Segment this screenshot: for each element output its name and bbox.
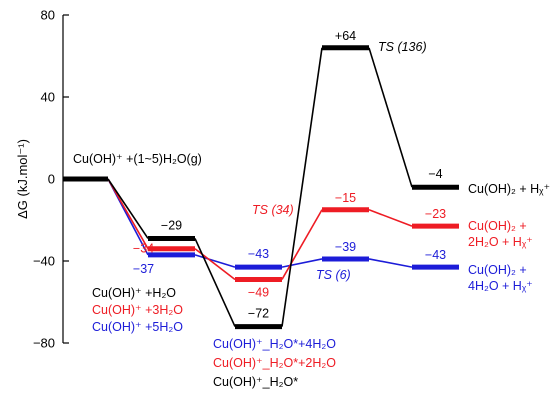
connector-lines	[107, 47, 413, 327]
blue-value-label: −43	[425, 248, 446, 262]
inter1-black-label: Cu(OH)⁺ +H₂O	[92, 286, 176, 300]
black-value-label: −72	[248, 307, 269, 321]
inter1-blue-label: Cu(OH)⁺ +5H₂O	[92, 320, 183, 334]
red-value-label: −34	[133, 242, 154, 256]
value-labels: −37 −43 −39 −43 −34 −49 −15 −23 −29 −72 +64 −4	[133, 29, 446, 321]
blue-connector	[194, 254, 236, 268]
ts-black-label: TS (136)	[378, 40, 427, 54]
blue-value-label: −43	[248, 247, 269, 261]
red-connector	[368, 209, 413, 227]
y-tick-label: −40	[33, 254, 55, 269]
product-black-label: Cu(OH)₂ + Hᵪ⁺	[468, 182, 550, 196]
blue-connector	[368, 258, 413, 268]
ts-blue-label: TS (6)	[316, 268, 351, 282]
red-value-label: −23	[425, 207, 446, 221]
blue-connector	[281, 258, 323, 268]
black-value-label: −29	[161, 218, 182, 232]
black-connector	[368, 47, 413, 188]
inter2-black-label: Cu(OH)⁺_H₂O*	[213, 375, 298, 389]
red-connector	[107, 178, 149, 250]
red-connector	[281, 209, 323, 280]
inter2-blue-label: Cu(OH)⁺_H₂O*+4H₂O	[213, 337, 336, 351]
y-tick-label: 80	[41, 8, 55, 23]
blue-value-label: −37	[133, 262, 154, 276]
red-value-label: −15	[335, 191, 356, 205]
energy-levels	[63, 45, 459, 330]
inter1-red-label: Cu(OH)⁺ +3H₂O	[92, 303, 183, 317]
inter2-red-label: Cu(OH)⁺_H₂O*+2H₂O	[213, 356, 336, 370]
y-tick-label: −80	[33, 336, 55, 351]
product-blue-label-line1: Cu(OH)₂ +	[468, 263, 527, 277]
annotations: Cu(OH)⁺ +(1~5)H₂O(g) TS (136) TS (34) TS…	[73, 40, 550, 389]
y-axis-label: ΔG (kJ.mol⁻¹)	[15, 139, 30, 219]
black-connector	[194, 238, 236, 327]
y-tick-label: 40	[41, 90, 55, 105]
ts-red-label: TS (34)	[252, 203, 294, 217]
product-red-label-line2: 2H₂O + Hᵪ⁺	[468, 235, 533, 249]
black-connector	[107, 178, 149, 239]
blue-value-label: −39	[335, 240, 356, 254]
product-red-label-line1: Cu(OH)₂ +	[468, 219, 527, 233]
y-tick-label: 0	[48, 172, 55, 187]
black-value-label: +64	[335, 29, 356, 43]
y-axis: 80 40 0 −40 −80 ΔG (kJ.mol⁻¹)	[15, 8, 69, 351]
black-value-label: −4	[428, 167, 442, 181]
product-blue-label-line2: 4H₂O + Hᵪ⁺	[468, 279, 533, 293]
start-annotation: Cu(OH)⁺ +(1~5)H₂O(g)	[73, 152, 202, 166]
black-connector	[281, 47, 323, 327]
red-value-label: −49	[248, 285, 269, 299]
